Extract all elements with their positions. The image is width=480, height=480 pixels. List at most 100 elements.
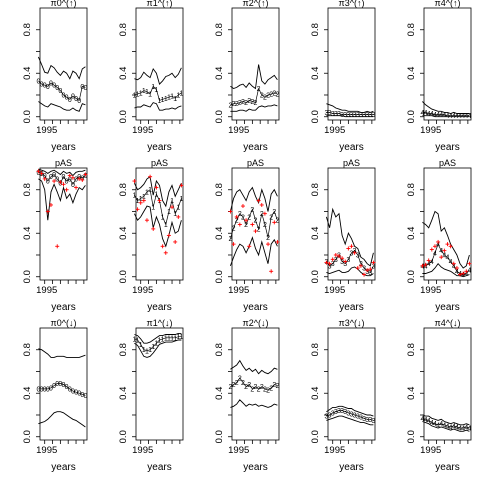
panel-frame [39, 327, 88, 441]
point-glyph: 3 [346, 112, 350, 119]
observed-point [58, 180, 63, 185]
point-glyph: 3 [353, 412, 357, 419]
point-glyph: 0 [36, 78, 40, 85]
point-glyph: 4 [436, 112, 440, 119]
observed-point [464, 269, 469, 274]
observed-point [55, 244, 60, 249]
y-tick-label: 0.0 [310, 430, 321, 443]
point-glyph: 2 [263, 222, 267, 229]
y-tick-label: 0.0 [214, 430, 225, 443]
y-tick-label: 0.8 [310, 23, 321, 36]
point-glyph: 1 [164, 222, 168, 229]
x-axis-label: years [435, 302, 459, 313]
point-glyph: 1 [136, 198, 140, 205]
x-axis-label: years [339, 302, 363, 313]
panel-title: π3^(↑) [339, 0, 365, 8]
point-glyph: 0 [43, 83, 47, 90]
point-glyph: 1 [161, 214, 165, 221]
panel-title: π1^(↓) [147, 318, 173, 328]
point-glyph: 2 [275, 91, 279, 98]
observed-point [154, 185, 159, 190]
point-glyph: 4 [449, 424, 453, 431]
y-tick-label: 0.0 [118, 270, 129, 283]
observed-point [36, 169, 41, 174]
point-glyph: 3 [334, 111, 338, 118]
series-line-upper [134, 67, 182, 85]
observed-point [237, 222, 242, 227]
x-tick-label: 1995 [324, 445, 345, 456]
point-glyph: 0 [83, 393, 87, 400]
y-tick-label: 0.0 [214, 270, 225, 283]
point-glyph: 4 [433, 250, 437, 257]
series-line-point [230, 87, 278, 106]
x-tick-label: 1995 [132, 285, 153, 296]
observed-point [160, 244, 165, 249]
point-glyph: 2 [235, 218, 239, 225]
point-glyph: 4 [436, 422, 440, 429]
point-glyph: 3 [328, 110, 332, 117]
panel-frame [39, 167, 88, 281]
point-glyph: 1 [139, 196, 143, 203]
point-glyph: 0 [55, 176, 59, 183]
point-glyph: 0 [68, 386, 72, 393]
point-glyph: 1 [136, 337, 140, 344]
observed-point [132, 179, 137, 184]
point-glyph: 1 [170, 94, 174, 101]
panel-frame [39, 7, 88, 121]
point-glyph: 0 [62, 92, 66, 99]
series-line-upper [230, 64, 278, 90]
observed-point [362, 272, 367, 277]
point-glyph: 3 [365, 417, 369, 424]
point-glyph: 2 [250, 386, 254, 393]
point-glyph: 3 [343, 261, 347, 268]
point-glyph: 1 [132, 193, 136, 200]
point-glyph: 2 [247, 214, 251, 221]
observed-point [39, 171, 44, 176]
point-glyph: 3 [362, 112, 366, 119]
point-glyph: 1 [154, 87, 158, 94]
point-glyph: 1 [154, 192, 158, 199]
point-glyph: 1 [167, 209, 171, 216]
series-line-upper [133, 175, 182, 208]
point-glyph: 0 [58, 181, 62, 188]
point-glyph: 1 [145, 89, 149, 96]
point-glyph: 0 [52, 172, 56, 179]
point-glyph: 2 [257, 86, 261, 93]
observed-point [451, 261, 456, 266]
series-line-upper [326, 405, 374, 417]
point-glyph: 4 [446, 423, 450, 430]
observed-point [247, 244, 252, 249]
y-tick-label: 0.8 [118, 23, 129, 36]
point-glyph: 3 [371, 418, 375, 425]
series-line-upper [230, 359, 278, 375]
point-glyph: 3 [346, 410, 350, 417]
point-glyph: 4 [449, 259, 453, 266]
point-glyph: 2 [241, 99, 245, 106]
point-glyph: 0 [55, 85, 59, 92]
observed-point [445, 242, 450, 247]
point-glyph: 0 [40, 82, 44, 89]
observed-point [365, 268, 370, 273]
point-glyph: 3 [334, 257, 338, 264]
x-axis-label: years [147, 462, 171, 473]
series-line-upper [422, 210, 470, 269]
y-tick-label: 0.4 [310, 227, 321, 240]
observed-point [244, 218, 249, 223]
point-glyph: 0 [36, 170, 40, 177]
series-line-point [326, 250, 374, 273]
point-glyph: 3 [328, 263, 332, 270]
observed-point [151, 226, 156, 231]
point-glyph: 1 [154, 341, 158, 348]
point-glyph: 2 [275, 383, 279, 390]
point-glyph: 2 [232, 101, 236, 108]
point-glyph: 0 [62, 174, 66, 181]
point-glyph: 4 [467, 268, 471, 275]
point-glyph: 1 [142, 194, 146, 201]
point-glyph: 3 [368, 417, 372, 424]
point-glyph: 2 [241, 214, 245, 221]
panel-frame [135, 167, 184, 281]
point-glyph: 0 [65, 95, 69, 102]
point-glyph: 0 [77, 98, 81, 105]
